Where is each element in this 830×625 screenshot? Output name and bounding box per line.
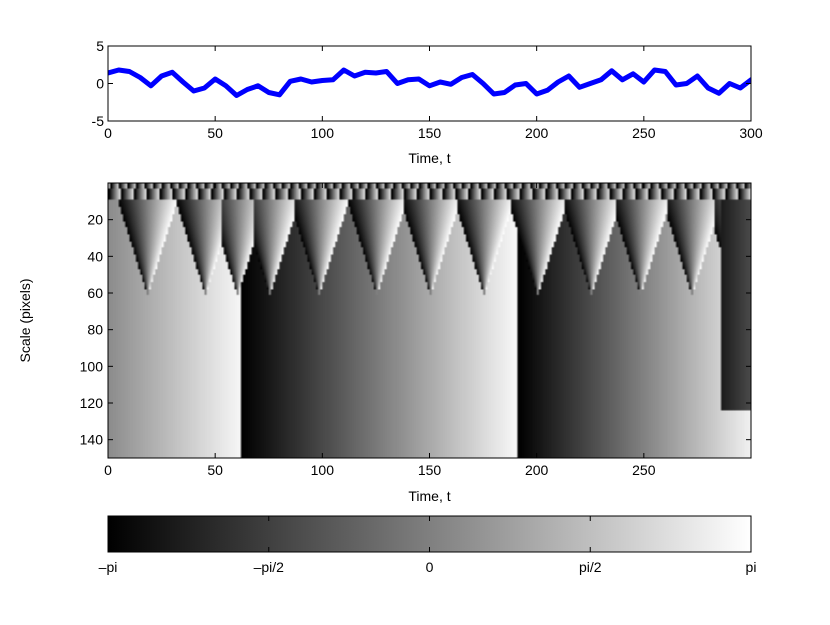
heatmap-y-axis-label: Scale (pixels) — [17, 278, 33, 362]
top-x-tick-label: 100 — [311, 125, 335, 141]
top-x-tick-label: 150 — [418, 125, 442, 141]
heatmap-y-tick-label: 120 — [80, 395, 104, 411]
heatmap-y-ticks: 20 40 60 80 100 120 140 — [80, 212, 751, 448]
top-line-chart: 0 50 100 150 200 250 300 -505 Time, t — [92, 38, 763, 166]
top-x-tick-label: 0 — [104, 125, 112, 141]
heatmap-y-tick-label: 100 — [80, 358, 104, 374]
top-x-tick-label: 250 — [632, 125, 656, 141]
top-x-axis-label: Time, t — [408, 150, 450, 166]
top-x-tick-label: 200 — [525, 125, 549, 141]
heatmap-x-tick-label: 100 — [311, 462, 335, 478]
heatmap-y-tick-label: 60 — [87, 285, 103, 301]
top-x-tick-label: 50 — [207, 125, 223, 141]
heatmap-y-tick-label: 140 — [80, 432, 104, 448]
heatmap-x-tick-label: 250 — [632, 462, 656, 478]
colorbar-tick-label: –pi — [99, 559, 118, 575]
top-y-tick-label: 0 — [96, 76, 104, 92]
colorbar-tick-label: pi — [746, 559, 757, 575]
heatmap-x-tick-label: 50 — [207, 462, 223, 478]
colorbar: –pi –pi/2 0 pi/2 pi — [99, 515, 757, 575]
heatmap-x-axis-label: Time, t — [408, 488, 450, 504]
top-y-tick-label: -5 — [92, 113, 105, 129]
heatmap-y-tick-label: 40 — [87, 248, 103, 264]
heatmap-x-tick-label: 150 — [418, 462, 442, 478]
signal-series-line — [108, 67, 751, 98]
colorbar-ticks: –pi –pi/2 0 pi/2 pi — [99, 516, 757, 575]
colorbar-tick-label: pi/2 — [579, 559, 602, 575]
heatmap-x-ticks: 0 50 100 150 200 250 — [104, 183, 656, 478]
colorbar-gradient — [107, 515, 752, 553]
colorbar-tick-label: 0 — [426, 559, 434, 575]
colorbar-tick-label: –pi/2 — [254, 559, 285, 575]
heatmap-y-tick-label: 20 — [87, 212, 103, 228]
phase-heatmap-image — [108, 183, 751, 458]
top-x-tick-label: 300 — [739, 125, 763, 141]
heatmap-y-tick-label: 80 — [87, 322, 103, 338]
top-x-ticks: 0 50 100 150 200 250 300 — [104, 46, 763, 141]
phase-heatmap-chart: 0 50 100 150 200 250 20 40 60 80 100 120 140 Time, … — [17, 182, 752, 504]
heatmap-x-tick-label: 200 — [525, 462, 549, 478]
top-y-ticks: -5 0 5 — [92, 38, 751, 129]
heatmap-x-tick-label: 0 — [104, 462, 112, 478]
top-y-tick-label: 5 — [96, 38, 104, 54]
